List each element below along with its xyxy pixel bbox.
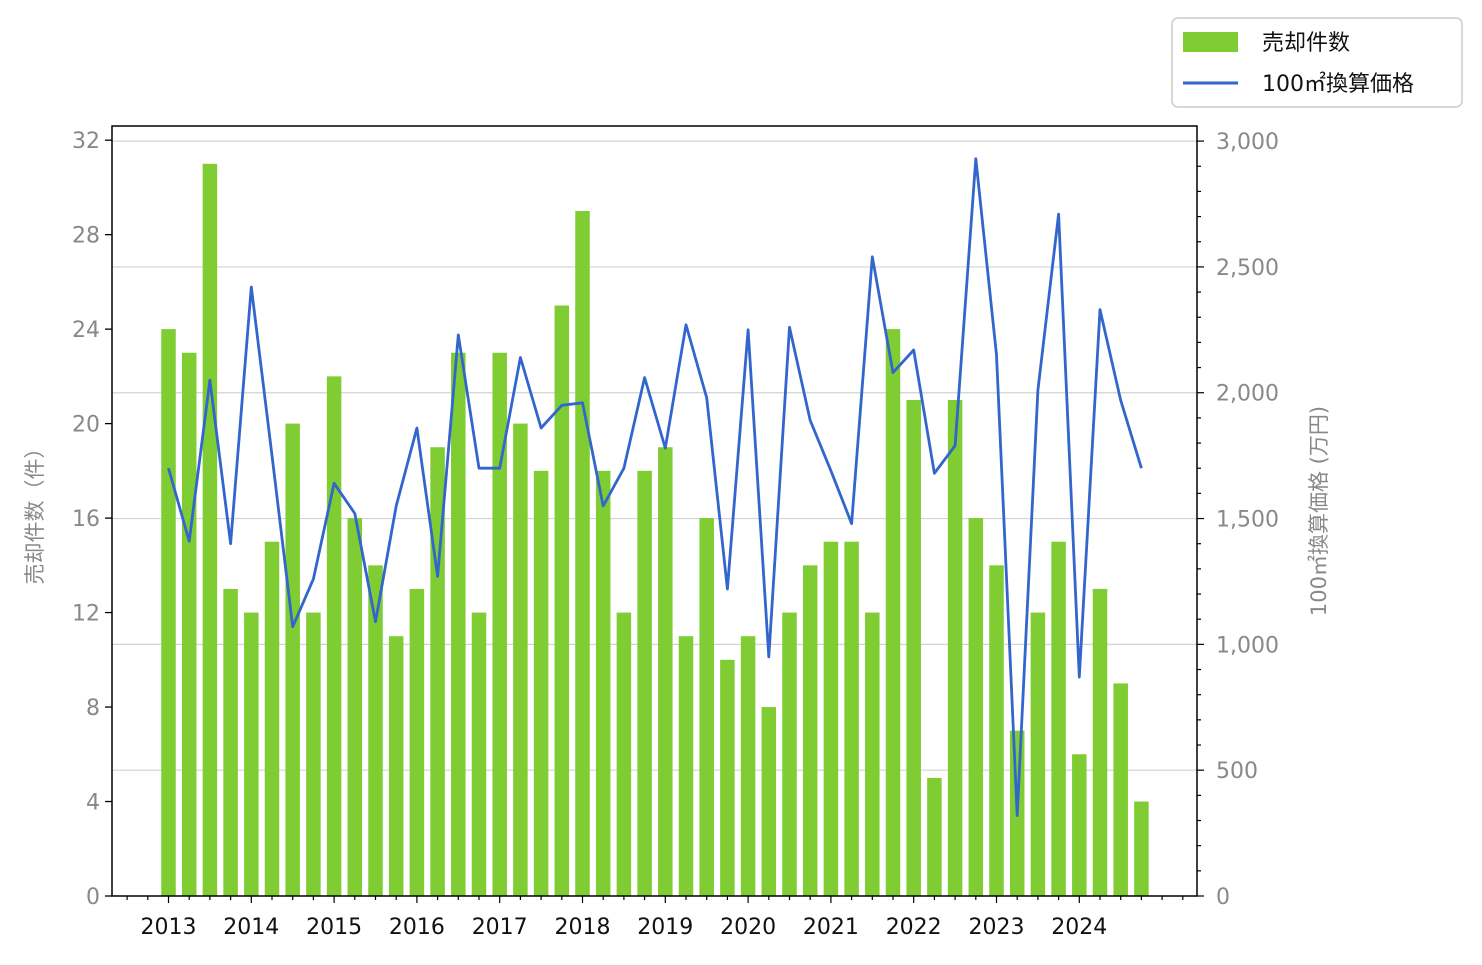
bar	[244, 612, 259, 896]
x-tick-label: 2014	[223, 915, 279, 940]
right-tick-label: 2,000	[1216, 382, 1279, 407]
bar	[161, 329, 176, 896]
left-tick-label: 32	[72, 129, 100, 154]
legend-bar-swatch	[1183, 32, 1238, 52]
right-tick-label: 500	[1216, 759, 1258, 784]
line-series	[167, 157, 1143, 817]
x-tick-label: 2021	[803, 915, 859, 940]
right-tick-label: 1,000	[1216, 633, 1279, 658]
x-tick-label: 2013	[141, 915, 197, 940]
x-tick-label: 2018	[555, 915, 611, 940]
bar	[720, 659, 735, 896]
bar	[885, 329, 901, 896]
bar	[223, 588, 238, 896]
bar	[678, 636, 694, 896]
bar	[368, 565, 383, 896]
bar	[906, 399, 921, 896]
left-tick-label: 24	[72, 318, 100, 343]
bar	[637, 470, 652, 896]
x-axis: 2013 2014 2015 2016 2017 2018 2019 2020 2021 2022…	[126, 896, 1184, 940]
bar	[264, 541, 280, 896]
bar	[492, 352, 507, 896]
x-tick-label: 2020	[720, 915, 776, 940]
bar	[658, 447, 673, 896]
bar	[471, 612, 487, 896]
bar	[927, 777, 942, 896]
bar-series	[161, 163, 1149, 897]
bar	[802, 565, 818, 896]
x-tick-label: 2023	[969, 915, 1025, 940]
x-tick-label: 2015	[306, 915, 362, 940]
x-tick-label: 2016	[389, 915, 445, 940]
price-line	[167, 157, 1143, 817]
bar	[513, 423, 528, 896]
left-tick-label: 28	[72, 224, 100, 249]
legend-line-label: 100㎡換算価格	[1262, 71, 1414, 97]
x-tick-label: 2024	[1051, 915, 1107, 940]
bar	[554, 305, 570, 896]
bar	[844, 541, 859, 896]
bar	[1030, 612, 1046, 896]
right-tick-label: 1,500	[1216, 508, 1279, 533]
left-y-axis: 0 4 8 12 16 20 24 28 32	[72, 129, 112, 910]
x-tick-label: 2022	[886, 915, 942, 940]
left-axis-title: 売却件数（件）	[23, 438, 47, 585]
bar	[533, 470, 549, 896]
bar	[1051, 541, 1066, 896]
bar	[761, 707, 777, 896]
x-tick-label: 2019	[637, 915, 693, 940]
bar	[1134, 801, 1149, 896]
bar	[181, 352, 197, 896]
bar	[1092, 588, 1108, 896]
bar	[451, 352, 466, 896]
bar	[740, 636, 756, 896]
bar	[865, 612, 880, 896]
left-tick-label: 4	[86, 791, 100, 816]
left-tick-label: 16	[72, 507, 100, 532]
bar	[989, 565, 1004, 896]
bar	[388, 636, 404, 896]
bar	[782, 612, 797, 896]
bar	[595, 470, 611, 896]
left-tick-label: 0	[86, 885, 100, 910]
right-y-axis: 0 500 1,000 1,500 2,000 2,500 3,000	[1197, 130, 1279, 910]
right-tick-label: 3,000	[1216, 130, 1279, 155]
plot-frame	[111, 125, 1198, 897]
bar	[1113, 683, 1128, 896]
left-tick-label: 20	[72, 413, 100, 438]
bar	[306, 612, 321, 896]
bar	[202, 163, 218, 897]
bar	[575, 211, 590, 897]
legend-box	[1171, 17, 1463, 108]
bar	[326, 376, 342, 896]
x-tick-label: 2017	[472, 915, 528, 940]
legend-bar-label: 売却件数	[1262, 31, 1350, 56]
right-tick-label: 2,500	[1216, 256, 1279, 281]
left-tick-label: 12	[72, 602, 100, 627]
bar	[823, 541, 839, 896]
left-tick-label: 8	[86, 696, 100, 721]
bar	[968, 518, 984, 896]
right-axis-title: 100㎡換算価格 (万円)	[1307, 406, 1331, 616]
bar	[1072, 754, 1087, 896]
bar	[409, 588, 425, 896]
right-tick-label: 0	[1216, 885, 1230, 910]
bar	[947, 399, 963, 896]
legend: 売却件数 100㎡換算価格	[1171, 17, 1463, 108]
bar	[699, 518, 714, 896]
bar	[285, 423, 300, 896]
bar	[347, 518, 363, 896]
bar	[616, 612, 632, 896]
